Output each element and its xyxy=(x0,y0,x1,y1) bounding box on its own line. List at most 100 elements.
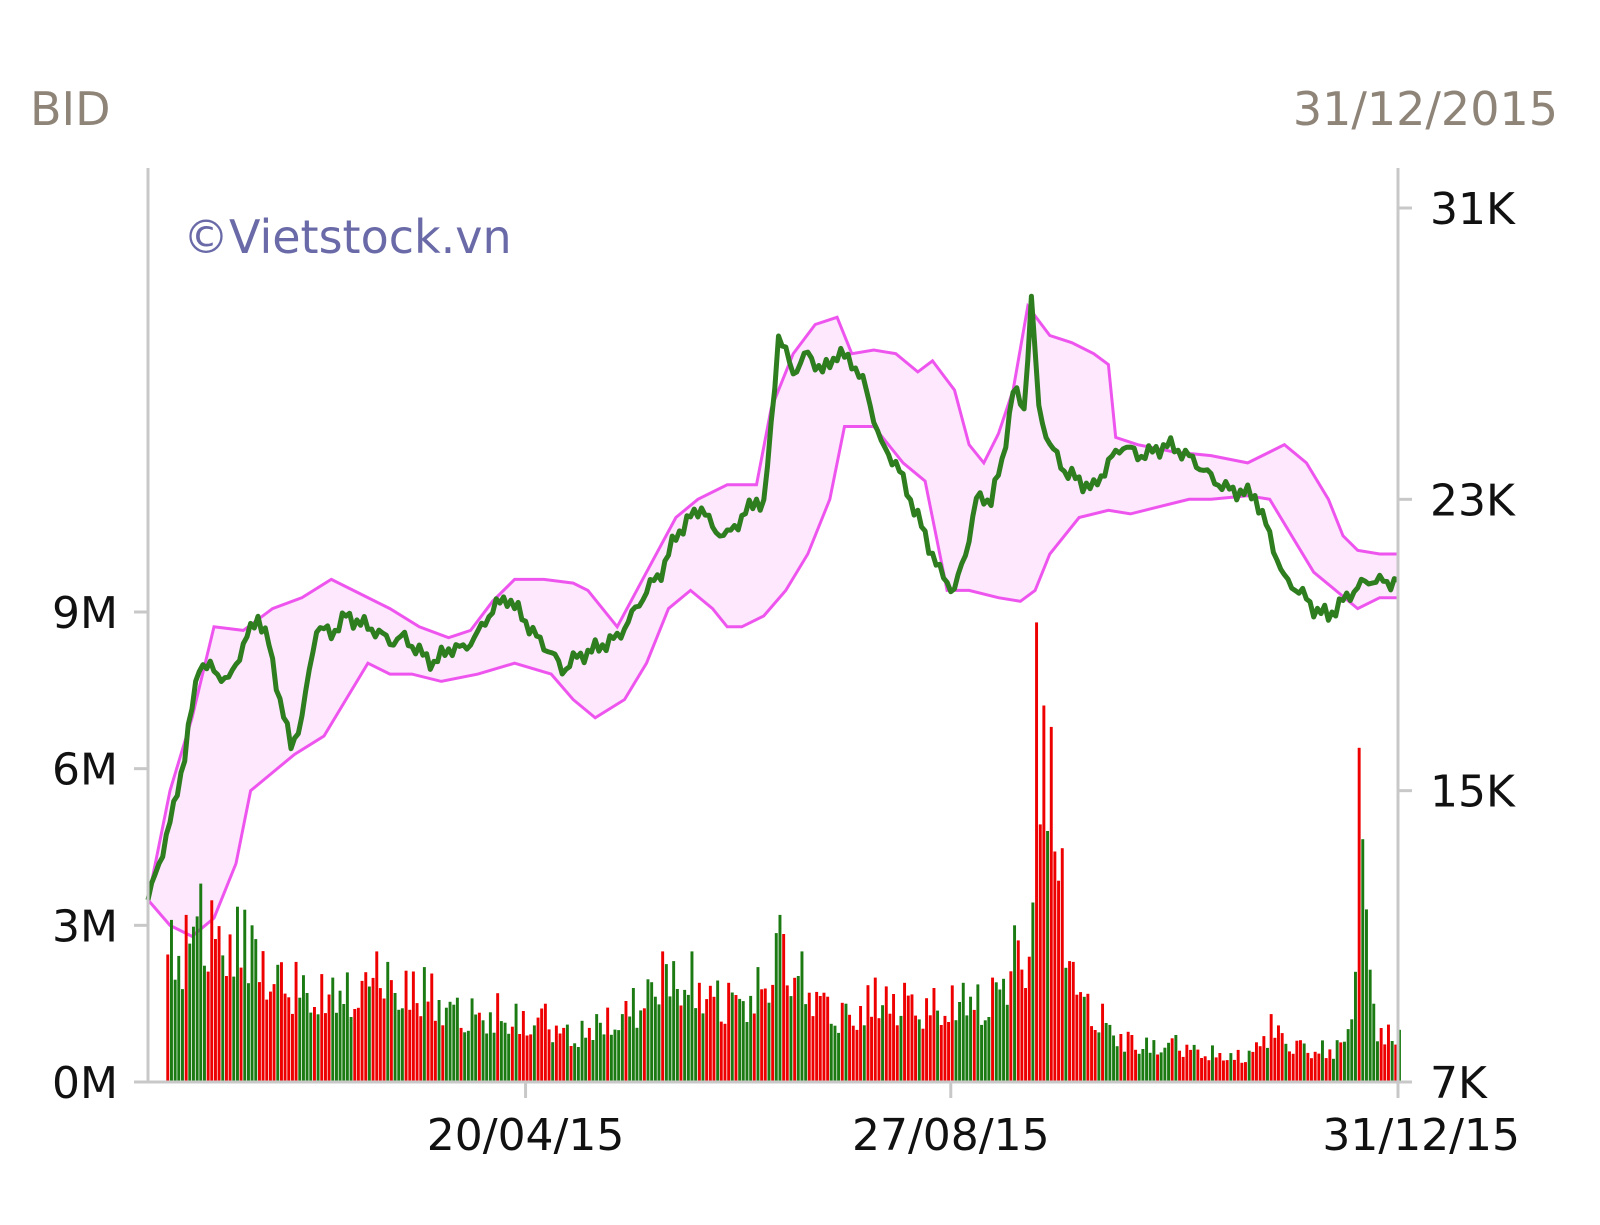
volume-bar xyxy=(888,1013,892,1082)
volume-bar xyxy=(1178,1050,1182,1082)
volume-bar xyxy=(1152,1040,1156,1082)
volume-bar xyxy=(932,988,936,1082)
volume-bar xyxy=(906,995,910,1082)
volume-bar xyxy=(844,1003,848,1082)
volume-bar xyxy=(547,1029,551,1082)
volume-bar xyxy=(998,989,1002,1082)
volume-bar xyxy=(1101,1003,1105,1082)
volume-bar xyxy=(1013,925,1017,1082)
volume-bar xyxy=(690,951,694,1082)
volume-bar xyxy=(910,994,914,1082)
volume-bar xyxy=(375,951,379,1082)
volume-bar xyxy=(723,1023,727,1082)
volume-bar xyxy=(1266,1047,1269,1082)
volume-bar xyxy=(225,976,228,1082)
volume-bar xyxy=(1365,909,1368,1082)
volume-bar xyxy=(269,991,272,1082)
volume-bar xyxy=(1192,1044,1196,1082)
volume-bar xyxy=(236,906,239,1082)
volume-bar xyxy=(404,970,408,1082)
volume-bar xyxy=(335,1012,338,1082)
volume-bar xyxy=(851,1025,855,1082)
volume-bar xyxy=(214,939,217,1082)
volume-bar xyxy=(540,1008,544,1082)
volume-bar xyxy=(628,1016,632,1082)
volume-bar xyxy=(1053,851,1057,1082)
volume-bar xyxy=(496,993,500,1082)
volume-bar xyxy=(822,992,826,1082)
x-tick-label: 27/08/15 xyxy=(852,1110,1050,1161)
volume-bar xyxy=(313,1007,316,1082)
volume-bar xyxy=(1211,1045,1214,1082)
volume-bar xyxy=(866,985,870,1082)
volume-bar xyxy=(598,1022,602,1082)
volume-bar xyxy=(272,984,276,1082)
volume-bar xyxy=(815,991,819,1082)
volume-bar xyxy=(1295,1040,1299,1082)
volume-bar xyxy=(474,1014,478,1082)
volume-bar xyxy=(785,985,789,1082)
volume-bar xyxy=(558,1033,562,1082)
volume-bar xyxy=(258,982,261,1082)
volume-bar xyxy=(345,972,349,1082)
watermark: ©Vietstock.vn xyxy=(183,210,512,264)
volume-bar xyxy=(862,1025,866,1082)
volume-bar xyxy=(950,985,954,1082)
volume-bar xyxy=(694,1008,698,1082)
volume-bar xyxy=(532,1025,536,1082)
volume-bar xyxy=(1031,902,1035,1082)
volume-bar xyxy=(1024,988,1028,1082)
volume-bar xyxy=(203,965,206,1082)
volume-bar xyxy=(397,1009,401,1082)
right-tick-label: 23K xyxy=(1430,475,1516,526)
volume-bar xyxy=(925,998,929,1082)
band-upper-line xyxy=(146,302,1398,901)
volume-bar xyxy=(1200,1058,1204,1082)
volume-bar xyxy=(807,992,811,1082)
volume-bar xyxy=(536,1017,540,1082)
volume-bar xyxy=(1115,1046,1119,1082)
volume-bar xyxy=(595,1014,599,1082)
volume-bar xyxy=(294,961,298,1082)
volume-bar xyxy=(210,900,214,1082)
volume-bar xyxy=(525,1035,529,1082)
volume-bar xyxy=(892,994,896,1082)
volume-bar xyxy=(789,996,793,1082)
volume-bar xyxy=(1383,1044,1387,1082)
volume-bar xyxy=(661,951,665,1082)
volume-bar xyxy=(1269,1014,1273,1082)
volume-bar xyxy=(166,954,170,1082)
volume-bar xyxy=(1046,831,1050,1082)
volume-bar xyxy=(283,993,287,1082)
volume-bar xyxy=(818,996,822,1082)
volume-bar xyxy=(1009,971,1013,1082)
chart-date: 31/12/2015 xyxy=(1293,82,1558,136)
volume-bar xyxy=(1097,1032,1101,1082)
volume-bar xyxy=(639,1010,643,1082)
volume-bar xyxy=(760,989,764,1082)
volume-bar xyxy=(1277,1025,1280,1082)
volume-bar xyxy=(987,1017,991,1082)
volume-bar xyxy=(855,1029,859,1082)
volume-bar xyxy=(734,995,738,1082)
volume-bar xyxy=(503,1022,507,1082)
volume-bar xyxy=(481,1020,485,1082)
volume-bar xyxy=(400,1008,404,1082)
volume-bar xyxy=(1280,1033,1284,1082)
volume-bar xyxy=(408,1009,412,1082)
volume-bar xyxy=(195,916,199,1082)
volume-bar xyxy=(936,1010,940,1082)
volume-bar xyxy=(1299,1040,1302,1082)
volume-bar xyxy=(749,995,753,1082)
price-line xyxy=(145,293,1400,901)
volume-bar xyxy=(675,989,679,1082)
left-tick-label: 9M xyxy=(52,588,118,639)
volume-bar xyxy=(657,1004,661,1082)
volume-bar xyxy=(976,984,980,1082)
volume-bar xyxy=(356,1007,360,1082)
volume-bar xyxy=(1148,1052,1152,1082)
volume-bar xyxy=(1390,1041,1394,1082)
volume-bar xyxy=(1086,993,1090,1082)
right-tick-label: 31K xyxy=(1430,184,1516,235)
volume-bar xyxy=(1130,1035,1134,1082)
